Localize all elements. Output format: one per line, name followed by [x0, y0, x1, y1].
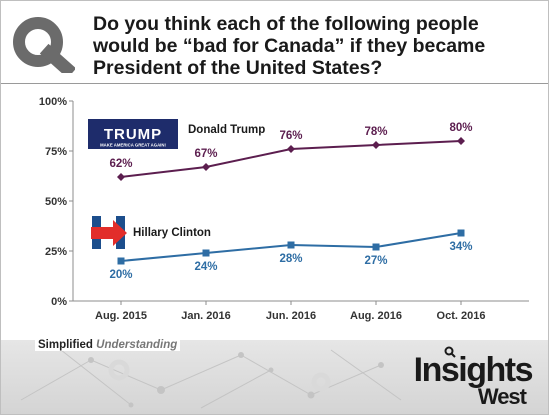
data-point — [457, 229, 465, 237]
y-tick-label: 0% — [51, 296, 67, 308]
data-point — [372, 243, 380, 251]
x-tick-label: Jun. 2016 — [266, 310, 316, 322]
data-point — [457, 137, 465, 145]
data-label: 76% — [279, 130, 302, 142]
data-point — [287, 241, 295, 249]
data-point — [202, 249, 210, 257]
hillary-logo-icon — [91, 216, 127, 249]
tagline: Simplified Understanding — [35, 339, 181, 351]
tagline-bold: Simplified — [38, 339, 93, 351]
x-tick-label: Aug. 2016 — [350, 310, 402, 322]
chart-area: 0% 25% 50% 75% 100% Aug. 2015 Jan. 2016 Jun. 20… — [1, 84, 548, 340]
data-point — [372, 141, 380, 149]
footer-banner — [1, 340, 548, 414]
data-point — [287, 145, 295, 153]
header: Do you think each of the following peopl… — [1, 1, 548, 84]
data-point — [117, 257, 125, 265]
data-label: 78% — [364, 126, 387, 138]
data-label: 27% — [364, 255, 387, 267]
x-tick-label: Aug. 2015 — [95, 310, 147, 322]
series-name-trump: Donald Trump — [188, 124, 265, 136]
data-label: 80% — [449, 122, 472, 134]
y-tick-label: 100% — [39, 96, 67, 108]
line-chart: 0% 25% 50% 75% 100% Aug. 2015 Jan. 2016 Jun. 20… — [39, 96, 529, 322]
brand-dot-icon — [444, 346, 456, 358]
x-tick-label: Jan. 2016 — [181, 310, 231, 322]
data-label: 24% — [194, 261, 217, 273]
data-label: 34% — [449, 241, 472, 253]
data-point — [202, 163, 210, 171]
magnifier-q-icon — [13, 17, 75, 73]
y-tick-label: 75% — [45, 146, 67, 158]
data-label: 67% — [194, 148, 217, 160]
brand-line2: West — [477, 384, 527, 409]
tagline-italic: Understanding — [96, 339, 178, 351]
data-label: 28% — [279, 253, 302, 265]
y-tick-label: 25% — [45, 246, 67, 258]
data-point — [117, 173, 125, 181]
brand-line1: Insights — [413, 351, 534, 389]
trump-logo: TRUMP MAKE AMERICA GREAT AGAIN! — [88, 119, 178, 149]
insights-west-logo: Insights West — [413, 346, 534, 409]
trump-logo-slogan: MAKE AMERICA GREAT AGAIN! — [100, 143, 166, 148]
network-pattern-icon — [20, 349, 402, 409]
chart-title: Do you think each of the following peopl… — [93, 13, 486, 79]
series-name-clinton: Hillary Clinton — [133, 227, 211, 239]
data-label: 62% — [109, 158, 132, 170]
trump-logo-text: TRUMP — [104, 126, 162, 143]
x-tick-label: Oct. 2016 — [437, 310, 486, 322]
y-tick-label: 50% — [45, 196, 67, 208]
data-label: 20% — [109, 269, 132, 281]
